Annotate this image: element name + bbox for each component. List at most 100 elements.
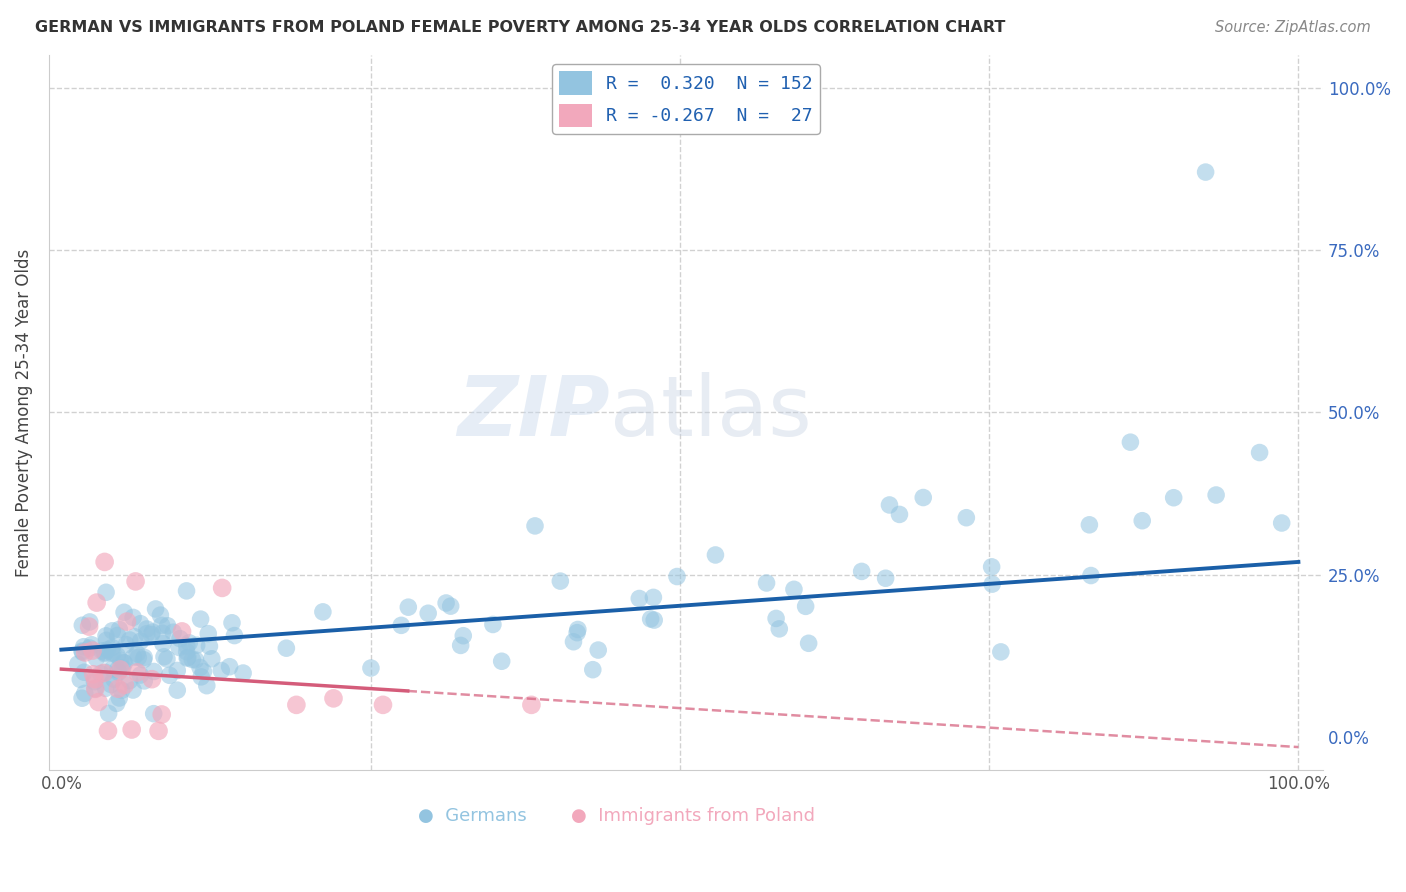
Point xyxy=(73,640,96,654)
Point xyxy=(1194,165,1216,179)
Point xyxy=(127,647,149,661)
Point xyxy=(176,583,198,598)
Point xyxy=(955,510,977,524)
Point xyxy=(122,683,145,698)
Point xyxy=(132,653,155,667)
Point xyxy=(72,618,94,632)
Point xyxy=(134,650,156,665)
Point xyxy=(285,698,308,712)
Point xyxy=(360,661,382,675)
Point xyxy=(181,652,204,666)
Point xyxy=(224,629,246,643)
Y-axis label: Female Poverty Among 25-34 Year Olds: Female Poverty Among 25-34 Year Olds xyxy=(15,248,32,576)
Point xyxy=(440,599,463,614)
Point xyxy=(176,651,198,665)
Point xyxy=(1080,568,1102,582)
Point xyxy=(145,602,167,616)
Point xyxy=(586,643,609,657)
Point xyxy=(190,670,212,684)
Point xyxy=(115,615,138,629)
Point xyxy=(94,629,117,643)
Point xyxy=(141,625,163,640)
Point xyxy=(167,640,190,655)
Point xyxy=(912,491,935,505)
Point xyxy=(166,664,188,678)
Point xyxy=(371,698,394,712)
Point xyxy=(520,698,543,712)
Point xyxy=(70,691,93,706)
Point xyxy=(1249,445,1271,459)
Point xyxy=(94,665,117,680)
Point xyxy=(389,618,412,632)
Point xyxy=(141,672,163,686)
Point xyxy=(150,707,173,722)
Point xyxy=(797,636,820,650)
Point xyxy=(156,619,179,633)
Point xyxy=(118,632,141,647)
Point xyxy=(70,644,93,658)
Point xyxy=(156,652,179,666)
Point xyxy=(875,571,897,585)
Point xyxy=(169,632,191,646)
Point xyxy=(100,677,122,691)
Point xyxy=(312,605,335,619)
Point xyxy=(491,654,513,668)
Text: GERMAN VS IMMIGRANTS FROM POLAND FEMALE POVERTY AMONG 25-34 YEAR OLDS CORRELATIO: GERMAN VS IMMIGRANTS FROM POLAND FEMALE … xyxy=(35,20,1005,35)
Point xyxy=(186,638,208,652)
Point xyxy=(111,661,134,675)
Point xyxy=(97,706,120,721)
Text: Source: ZipAtlas.com: Source: ZipAtlas.com xyxy=(1215,20,1371,35)
Point xyxy=(108,623,131,637)
Point xyxy=(704,548,727,562)
Point xyxy=(101,624,124,638)
Point xyxy=(134,673,156,688)
Point xyxy=(84,672,107,686)
Point xyxy=(582,663,605,677)
Point xyxy=(177,650,200,665)
Point xyxy=(127,650,149,665)
Point xyxy=(450,639,472,653)
Point xyxy=(396,600,419,615)
Point xyxy=(103,672,125,686)
Point xyxy=(79,615,101,629)
Point xyxy=(124,574,146,589)
Point xyxy=(176,639,198,653)
Point xyxy=(107,681,129,696)
Point xyxy=(153,649,176,664)
Point xyxy=(643,591,665,605)
Point xyxy=(159,668,181,682)
Point xyxy=(111,683,134,698)
Point xyxy=(94,646,117,660)
Point xyxy=(1130,514,1153,528)
Point xyxy=(195,679,218,693)
Point xyxy=(105,648,128,663)
Point xyxy=(110,654,132,668)
Point xyxy=(765,611,787,625)
Point xyxy=(79,640,101,655)
Point xyxy=(69,673,91,687)
Point xyxy=(482,617,505,632)
Point xyxy=(643,613,665,627)
Point xyxy=(82,643,104,657)
Point xyxy=(451,629,474,643)
Point xyxy=(141,627,163,641)
Text: ●  Immigrants from Poland: ● Immigrants from Poland xyxy=(571,807,815,825)
Point xyxy=(276,641,298,656)
Point xyxy=(100,646,122,660)
Point xyxy=(197,626,219,640)
Point xyxy=(755,576,778,591)
Point xyxy=(981,577,1004,591)
Point xyxy=(129,616,152,631)
Point xyxy=(142,706,165,721)
Point xyxy=(84,681,107,696)
Point xyxy=(121,723,143,737)
Point xyxy=(152,636,174,650)
Point xyxy=(135,626,157,640)
Point xyxy=(101,640,124,655)
Point xyxy=(1163,491,1185,505)
Point xyxy=(93,555,115,569)
Point xyxy=(97,723,120,738)
Point xyxy=(77,619,100,633)
Point xyxy=(434,596,457,610)
Point xyxy=(135,622,157,636)
